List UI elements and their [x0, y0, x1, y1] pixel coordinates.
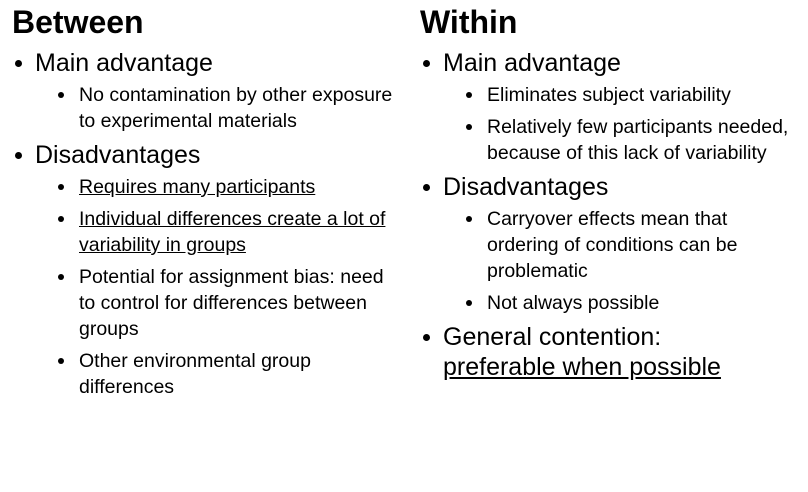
bullet: Main advantage: [12, 48, 402, 78]
sub-bullet: Individual differences create a lot of v…: [57, 206, 402, 258]
bullet: Disadvantages: [12, 140, 402, 170]
column: Within Main advantage Eliminates subject…: [420, 2, 800, 384]
sub-bullet-text: Not always possible: [487, 292, 660, 314]
sub-bullet-text: Potential for assignment bias: need to c…: [79, 266, 384, 340]
sub-bullet-text: Carryover effects mean that ordering of …: [487, 208, 738, 282]
column: Between Main advantage No contamination …: [12, 2, 402, 406]
sub-bullet: Potential for assignment bias: need to c…: [57, 264, 402, 342]
sub-bullet-text: Individual differences create a lot of v…: [79, 208, 386, 256]
sub-bullet: Other environmental group differences: [57, 348, 402, 400]
bullet-text: Main advantage: [35, 49, 213, 77]
sub-bullet-text: Other environmental group differences: [79, 350, 311, 398]
bullet-emphasis: preferable when possible: [443, 353, 721, 381]
sub-bullet: Eliminates subject variability: [465, 82, 800, 108]
sub-bullet: Carryover effects mean that ordering of …: [465, 206, 800, 284]
bullet: Disadvantages: [420, 172, 800, 202]
sub-bullet-text: Requires many participants: [79, 176, 316, 198]
sub-bullet-text: Relatively few participants needed, beca…: [487, 116, 789, 164]
bullet: Main advantage: [420, 48, 800, 78]
sub-bullet: Not always possible: [465, 290, 800, 316]
bullet-text: Disadvantages: [35, 141, 201, 169]
bullet: General contention: preferable when possi…: [420, 322, 800, 382]
sub-bullet-text: No contamination by other exposure to ex…: [79, 84, 393, 132]
bullet-text: Disadvantages: [443, 173, 609, 201]
sub-bullet: Relatively few participants needed, beca…: [465, 114, 800, 166]
sub-bullet-text: Eliminates subject variability: [487, 84, 731, 106]
sub-bullet: Requires many participants: [57, 174, 402, 200]
column-title: Within: [420, 4, 518, 40]
bullet-text: General contention:: [443, 323, 662, 351]
sub-bullet: No contamination by other exposure to ex…: [57, 82, 402, 134]
bullet-text: Main advantage: [443, 49, 621, 77]
column-title: Between: [12, 4, 144, 40]
